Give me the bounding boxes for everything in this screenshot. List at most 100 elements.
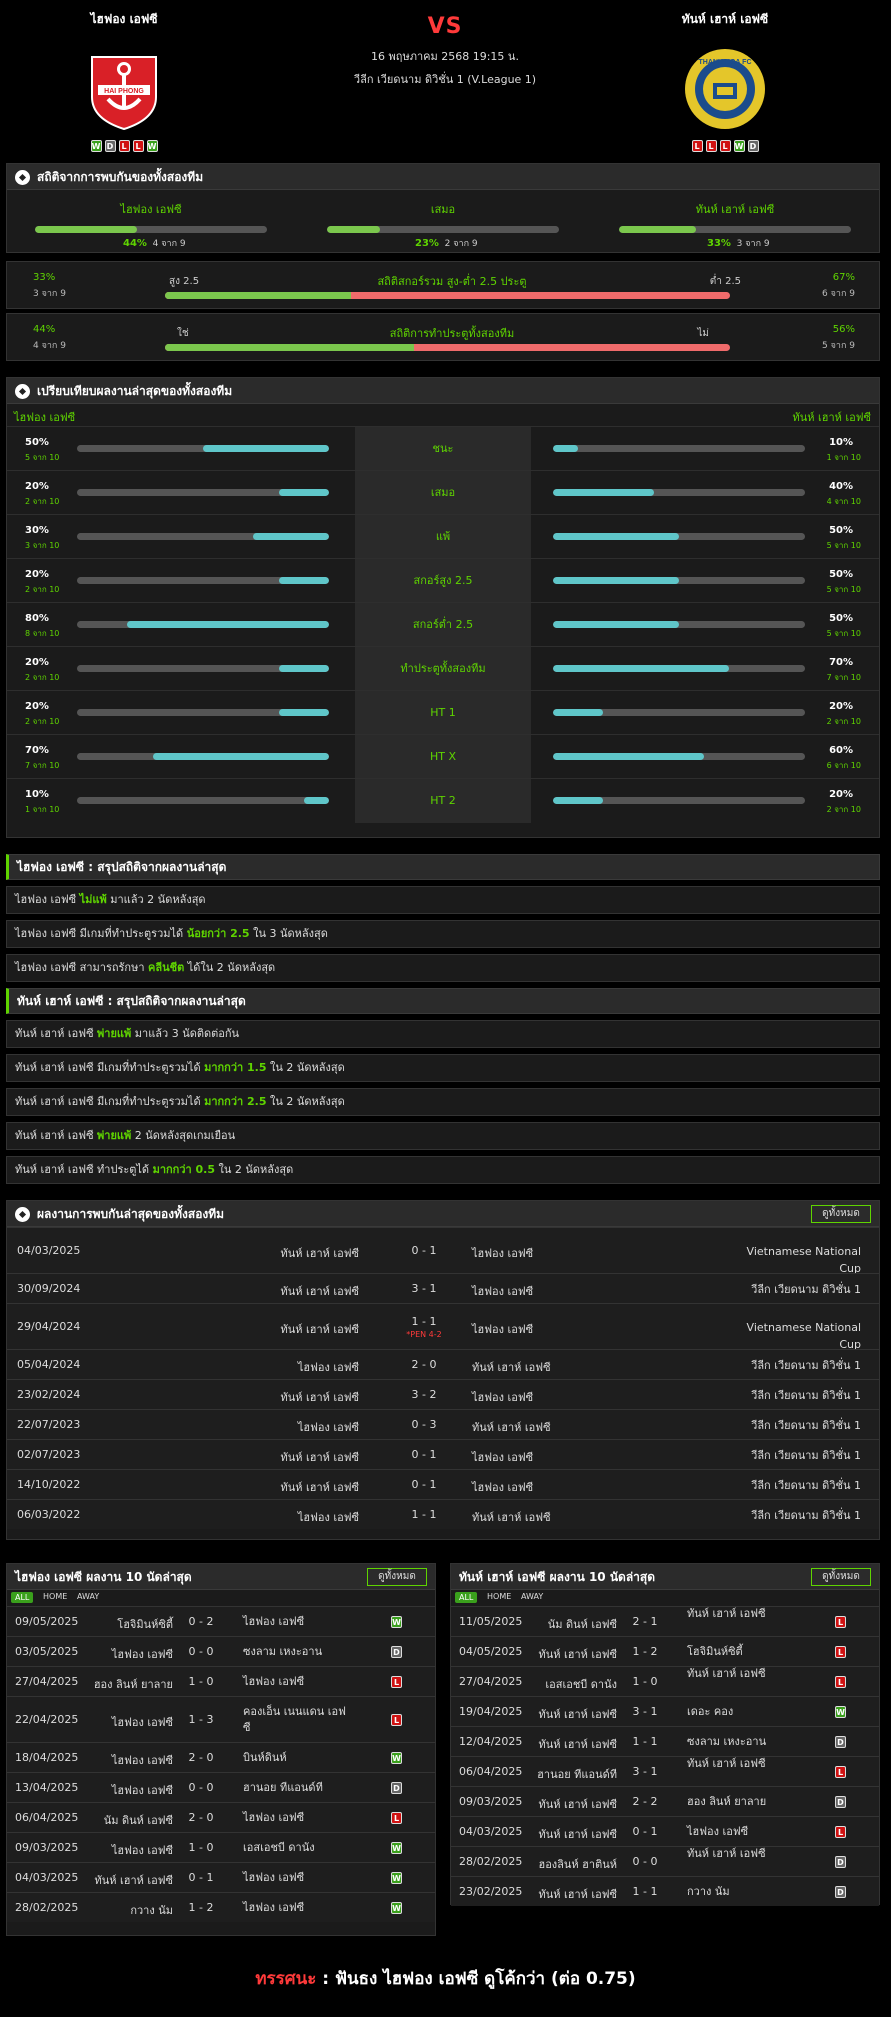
home-count: 2 จาก 10 [25, 497, 60, 506]
match-home-team: ไฮฟอง เอฟซี [111, 1844, 173, 1857]
summary-highlight: คลีนชีต [148, 961, 185, 974]
summary-row: ไฮฟอง เอฟซี มีเกมที่ทำประตูรวมได้ น้อยกว… [6, 920, 880, 948]
filter-all-tab[interactable]: ALL [11, 1592, 34, 1603]
h2h-draw-count: 2 จาก 9 [444, 239, 478, 249]
away-pct: 50% [829, 525, 853, 536]
match-row[interactable]: 22/04/2025 ไฮฟอง เอฟซี 1 - 3 คองเอ็น เนนแดน… [7, 1696, 435, 1742]
match-home-team: เอสเอชบี ดานัง [545, 1678, 617, 1691]
home-summary-title: ไฮฟอง เอฟซี : สรุปสถิติจากผลงานล่าสุด [6, 854, 880, 880]
match-penalty: *PEN 4-2 [406, 1330, 442, 1339]
away-bar [553, 665, 805, 672]
home-last10-see-all-button[interactable]: ดูทั้งหมด [367, 1568, 427, 1586]
match-row[interactable]: 27/04/2025 เอสเอชบี ดานัง 1 - 0 ทันห์ เฮาห์… [451, 1666, 879, 1696]
home-team-name: ไฮฟอง เอฟซี [90, 12, 158, 26]
match-row[interactable]: 14/10/2022 ทันห์ เฮาห์ เอฟซี 0 - 1 ไฮฟอง เอ… [7, 1469, 879, 1499]
vs-label: VS [427, 14, 463, 39]
home-count: 1 จาก 10 [25, 805, 60, 814]
match-date: 27/04/2025 [459, 1675, 523, 1688]
match-score: 0 - 0 [188, 1781, 214, 1794]
filter-home-tab[interactable]: HOME [487, 1592, 512, 1601]
match-date: 09/03/2025 [459, 1795, 523, 1808]
match-row[interactable]: 27/04/2025 ฮอง ลินห์ ยาลาย 1 - 0 ไฮฟอง เอฟซ… [7, 1666, 435, 1696]
match-score: 1 - 1 [632, 1735, 658, 1748]
home-bar [77, 533, 329, 540]
summary-text-suffix: ใน 2 นัดหลังสุด [215, 1163, 294, 1176]
home-summary-list: ไฮฟอง เอฟซี ไม่แพ้ มาแล้ว 2 นัดหลังสุดไฮ… [6, 886, 880, 982]
match-home-team: ไฮฟอง เอฟซี [111, 1716, 173, 1729]
home-bar-fill [203, 445, 329, 452]
compare-row: 10% 1 จาก 10 HT 2 20% 2 จาก 10 [7, 778, 879, 823]
match-score: 1 - 0 [188, 1675, 214, 1688]
match-row[interactable]: 13/04/2025 ไฮฟอง เอฟซี 0 - 0 ฮานอย ทีแอนด์ท… [7, 1772, 435, 1802]
match-row[interactable]: 23/02/2024 ทันห์ เฮาห์ เอฟซี 3 - 2 ไฮฟอง เอ… [7, 1379, 879, 1409]
match-row[interactable]: 05/04/2024 ไฮฟอง เอฟซี 2 - 0 ทันห์ เฮาห์ เอ… [7, 1349, 879, 1379]
home-pct: 80% [25, 613, 49, 624]
away-pct: 10% [829, 437, 853, 448]
match-row[interactable]: 29/04/2024 ทันห์ เฮาห์ เอฟซี 1 - 1 *PEN 4-2… [7, 1303, 879, 1351]
filter-home-tab[interactable]: HOME [43, 1592, 68, 1601]
away-last10-see-all-button[interactable]: ดูทั้งหมด [811, 1568, 871, 1586]
match-away-team: ซงลาม เหงะอาน [243, 1645, 323, 1658]
over-under-bar-fill [165, 292, 352, 299]
home-bar-fill [278, 489, 329, 496]
h2h-see-all-button[interactable]: ดูทั้งหมด [811, 1205, 871, 1223]
match-row[interactable]: 28/02/2025 ฮองลินห์ ฮาตินห์ 0 - 0 ทันห์ เฮา… [451, 1846, 879, 1876]
match-row[interactable]: 06/04/2025 ฮานอย ทีแอนด์ที 3 - 1 ทันห์ เฮาห… [451, 1756, 879, 1786]
summary-text-prefix: ทันห์ เฮาห์ เอฟซี [15, 1027, 98, 1040]
match-away-team: ไฮฟอง เอฟซี [472, 1451, 534, 1464]
match-row[interactable]: 09/05/2025 โฮจิมินห์ซิตี้ 0 - 2 ไฮฟอง เอฟซี… [7, 1606, 435, 1636]
match-row[interactable]: 22/07/2023 ไฮฟอง เอฟซี 0 - 3 ทันห์ เฮาห์ เอ… [7, 1409, 879, 1439]
filter-all-tab[interactable]: ALL [455, 1592, 478, 1603]
btts-yes-label: ใช่ [177, 328, 189, 339]
match-row[interactable]: 06/04/2025 นัม ดินห์ เอฟซี 2 - 0 ไฮฟอง เอฟซ… [7, 1802, 435, 1832]
match-row[interactable]: 18/04/2025 ไฮฟอง เอฟซี 2 - 0 บินห์ดินห์ W [7, 1742, 435, 1772]
match-row[interactable]: 06/03/2022 ไฮฟอง เอฟซี 1 - 1 ทันห์ เฮาห์ เอ… [7, 1499, 879, 1529]
compare-title: เปรียบเทียบผลงานล่าสุดของทั้งสองทีม [37, 384, 233, 398]
match-date: 30/09/2024 [17, 1282, 81, 1295]
match-date: 02/07/2023 [17, 1448, 81, 1461]
match-row[interactable]: 30/09/2024 ทันห์ เฮาห์ เอฟซี 3 - 1 ไฮฟอง เอ… [7, 1273, 879, 1303]
match-row[interactable]: 04/03/2025 ทันห์ เฮาห์ เอฟซี 0 - 1 ไฮฟอง เอ… [7, 1862, 435, 1892]
match-away-team: ทันห์ เฮาห์ เอฟซี [472, 1421, 551, 1434]
home-count: 3 จาก 10 [25, 541, 60, 550]
summary-row: ไฮฟอง เอฟซี สามารถรักษา คลีนชีต ได้ใน 2 … [6, 954, 880, 982]
h2h-matches-header: ผลงานการพบกันล่าสุดของทั้งสองทีม ดูทั้งห… [7, 1201, 879, 1227]
filter-away-tab[interactable]: AWAY [77, 1592, 100, 1601]
match-row[interactable]: 04/03/2025 ทันห์ เฮาห์ เอฟซี 0 - 1 ไฮฟอง เอ… [451, 1816, 879, 1846]
match-date: 19/04/2025 [459, 1705, 523, 1718]
match-row[interactable]: 28/02/2025 กวาง นัม 1 - 2 ไฮฟอง เอฟซี W [7, 1892, 435, 1922]
summary-row: ไฮฟอง เอฟซี ไม่แพ้ มาแล้ว 2 นัดหลังสุด [6, 886, 880, 914]
h2h-draw-label: เสมอ [430, 203, 456, 216]
under-label: ต่ำ 2.5 [709, 276, 741, 287]
away-bar-fill [553, 665, 730, 672]
match-row[interactable]: 09/03/2025 ทันห์ เฮาห์ เอฟซี 2 - 2 ฮอง ลินห… [451, 1786, 879, 1816]
summary-highlight: มากกว่า 2.5 [204, 1095, 267, 1108]
match-row[interactable]: 11/05/2025 นัม ดินห์ เอฟซี 2 - 1 ทันห์ เฮาห… [451, 1606, 879, 1636]
match-date: 03/05/2025 [15, 1645, 79, 1658]
btts-yes-pct: 44% [33, 324, 56, 335]
match-row[interactable]: 19/04/2025 ทันห์ เฮาห์ เอฟซี 3 - 1 เดอะ คอง… [451, 1696, 879, 1726]
match-row[interactable]: 09/03/2025 ไฮฟอง เอฟซี 1 - 0 เอสเอชบี ดานัง… [7, 1832, 435, 1862]
match-home-team: ทันห์ เฮาห์ เอฟซี [280, 1323, 359, 1336]
match-row[interactable]: 03/05/2025 ไฮฟอง เอฟซี 0 - 0 ซงลาม เหงะอาน D [7, 1636, 435, 1666]
match-row[interactable]: 12/04/2025 ทันห์ เฮาห์ เอฟซี 1 - 1 ซงลาม เห… [451, 1726, 879, 1756]
filter-away-tab[interactable]: AWAY [521, 1592, 544, 1601]
home-pct: 50% [25, 437, 49, 448]
result-badge: L [835, 1616, 846, 1628]
match-row[interactable]: 23/02/2025 ทันห์ เฮาห์ เอฟซี 1 - 1 กวาง นัม… [451, 1876, 879, 1906]
match-row[interactable]: 04/03/2025 ทันห์ เฮาห์ เอฟซี 0 - 1 ไฮฟอง เอ… [7, 1227, 879, 1275]
match-score: 1 - 0 [188, 1841, 214, 1854]
away-count: 5 จาก 10 [826, 585, 861, 594]
home-bar [77, 709, 329, 716]
home-last10-section: ไฮฟอง เอฟซี ผลงาน 10 นัดล่าสุด ดูทั้งหมด… [6, 1563, 436, 1936]
match-score: 1 - 2 [188, 1901, 214, 1914]
match-row[interactable]: 04/05/2025 ทันห์ เฮาห์ เอฟซี 1 - 2 โฮจิมินห… [451, 1636, 879, 1666]
match-row[interactable]: 02/07/2023 ทันห์ เฮาห์ เอฟซี 0 - 1 ไฮฟอง เอ… [7, 1439, 879, 1469]
away-pct: 20% [829, 789, 853, 800]
match-away-team: ซงลาม เหงะอาน [687, 1735, 767, 1748]
match-home-team: ฮองลินห์ ฮาตินห์ [538, 1858, 617, 1871]
btts-no-pct: 56% [832, 324, 855, 335]
